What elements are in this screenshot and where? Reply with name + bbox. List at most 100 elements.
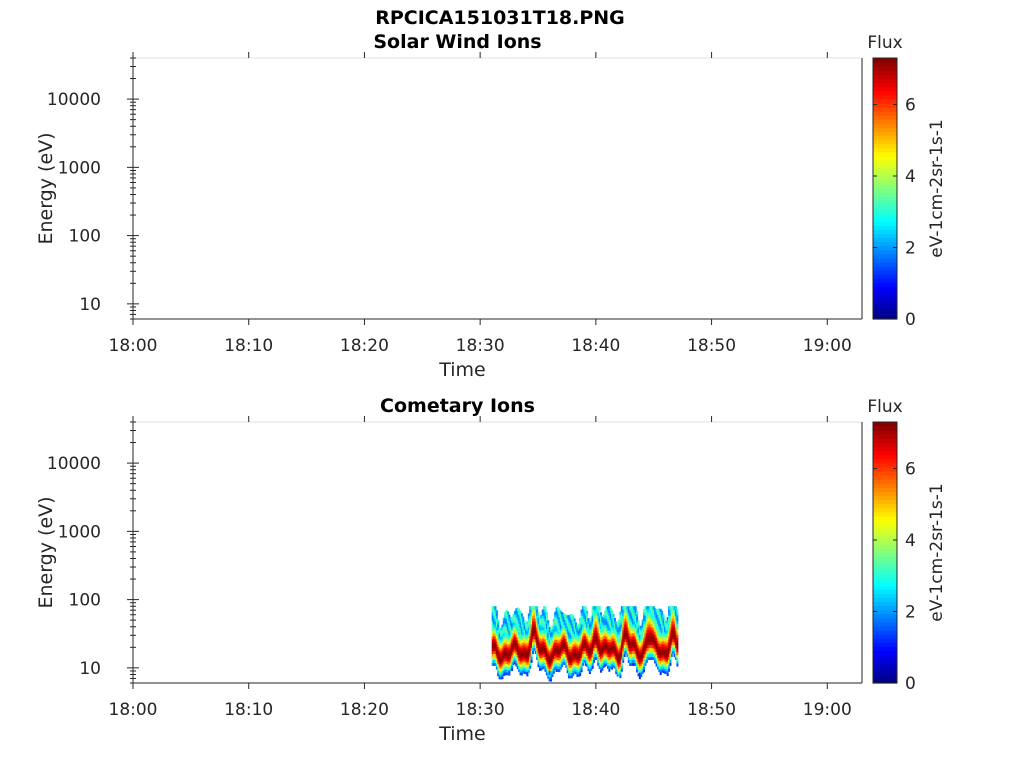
heatmap-cell bbox=[551, 656, 554, 660]
heatmap-cell bbox=[669, 629, 672, 634]
heatmap-cell bbox=[579, 650, 582, 654]
heatmap-cell bbox=[595, 656, 598, 660]
heatmap-cell bbox=[565, 661, 568, 666]
heatmap-cell bbox=[538, 637, 541, 641]
heatmap-cell bbox=[525, 655, 528, 659]
heatmap-cell bbox=[504, 644, 507, 649]
heatmap-cell bbox=[668, 647, 671, 652]
heatmap-cell bbox=[673, 620, 676, 625]
heatmap-cell bbox=[636, 635, 639, 640]
heatmap-cell bbox=[575, 650, 578, 654]
heatmap-cell bbox=[561, 639, 564, 643]
heatmap-cell bbox=[529, 609, 532, 613]
heatmap-cell bbox=[591, 612, 594, 616]
heatmap-cell bbox=[650, 647, 652, 652]
heatmap-cell bbox=[656, 640, 659, 644]
heatmap-cell bbox=[515, 637, 518, 641]
heatmap-cell bbox=[615, 633, 618, 637]
heatmap-cell bbox=[538, 657, 541, 661]
heatmap-cell bbox=[519, 621, 522, 626]
heatmap-cell bbox=[554, 628, 557, 632]
heatmap-cell bbox=[612, 651, 615, 655]
heatmap-cell bbox=[516, 633, 519, 638]
heatmap-cell bbox=[668, 626, 671, 631]
heatmap-cell bbox=[586, 644, 589, 648]
heatmap-cell bbox=[540, 630, 543, 634]
heatmap-cell bbox=[565, 633, 568, 637]
heatmap-cell bbox=[552, 645, 555, 649]
y-tick-label: 10 bbox=[79, 659, 101, 679]
heatmap-cell bbox=[656, 642, 659, 647]
heatmap-cell bbox=[647, 609, 650, 613]
heatmap-cell bbox=[668, 609, 671, 613]
heatmap-cell bbox=[508, 667, 511, 671]
heatmap-cell bbox=[509, 660, 512, 664]
heatmap-cell bbox=[502, 620, 505, 624]
heatmap-cell bbox=[645, 653, 648, 658]
heatmap-cell bbox=[666, 644, 669, 649]
heatmap-cell bbox=[619, 672, 622, 676]
heatmap-cell bbox=[502, 652, 505, 656]
heatmap-cell bbox=[673, 606, 676, 610]
heatmap-cell bbox=[619, 666, 622, 670]
heatmap-cell bbox=[575, 622, 578, 626]
heatmap-cell bbox=[569, 624, 572, 629]
heatmap-cell bbox=[562, 634, 565, 638]
heatmap-cell bbox=[612, 648, 615, 652]
heatmap-cell bbox=[573, 623, 576, 627]
heatmap-cell bbox=[493, 620, 496, 625]
heatmap-cell bbox=[536, 638, 539, 643]
heatmap-cell bbox=[673, 618, 676, 622]
heatmap-cell bbox=[520, 656, 523, 660]
heatmap-cell bbox=[491, 609, 494, 613]
heatmap-cell bbox=[529, 644, 532, 649]
heatmap-cell bbox=[558, 651, 561, 655]
heatmap-cell bbox=[522, 662, 525, 666]
heatmap-cell bbox=[526, 637, 529, 641]
heatmap-cell bbox=[583, 638, 586, 643]
heatmap-cell bbox=[541, 609, 544, 613]
heatmap-cell bbox=[638, 654, 641, 658]
heatmap-cell bbox=[526, 640, 529, 644]
heatmap-cell bbox=[534, 629, 537, 634]
heatmap-cell bbox=[665, 647, 668, 651]
heatmap-cell bbox=[598, 665, 601, 669]
heatmap-cell bbox=[559, 663, 562, 667]
heatmap-cell bbox=[634, 647, 637, 652]
heatmap-cell bbox=[540, 638, 543, 642]
heatmap-cell bbox=[630, 612, 633, 616]
heatmap-cell bbox=[547, 627, 550, 631]
heatmap-cell bbox=[637, 636, 640, 640]
heatmap-cell bbox=[500, 643, 503, 646]
heatmap-cell bbox=[502, 632, 505, 636]
heatmap-cell bbox=[554, 652, 557, 657]
heatmap-cell bbox=[513, 624, 516, 629]
heatmap-cell bbox=[625, 635, 628, 640]
heatmap-cell bbox=[655, 617, 658, 621]
heatmap-cell bbox=[555, 622, 558, 626]
heatmap-cell bbox=[581, 612, 584, 616]
heatmap-cell bbox=[644, 656, 647, 660]
heatmap-cell bbox=[594, 620, 597, 625]
heatmap-cell bbox=[616, 655, 619, 658]
heatmap-cell bbox=[520, 645, 523, 649]
heatmap-cell bbox=[502, 640, 505, 644]
heatmap-cell bbox=[555, 630, 558, 635]
heatmap-cell bbox=[529, 623, 532, 628]
heatmap-cell bbox=[568, 672, 571, 676]
heatmap-cell bbox=[523, 666, 526, 670]
heatmap-cell bbox=[558, 613, 561, 618]
heatmap-cell bbox=[636, 646, 639, 651]
heatmap-cell bbox=[537, 631, 540, 635]
heatmap-cell bbox=[650, 626, 652, 631]
heatmap-cell bbox=[506, 627, 509, 632]
heatmap-cell bbox=[631, 653, 634, 658]
colorbar-segment bbox=[873, 233, 897, 239]
heatmap-cell bbox=[658, 622, 661, 627]
heatmap-cell bbox=[525, 624, 528, 628]
heatmap-cell bbox=[638, 658, 641, 662]
heatmap-cell bbox=[665, 625, 668, 629]
heatmap-cell bbox=[647, 647, 650, 652]
heatmap-cell bbox=[576, 656, 579, 660]
heatmap-cell bbox=[541, 666, 544, 670]
